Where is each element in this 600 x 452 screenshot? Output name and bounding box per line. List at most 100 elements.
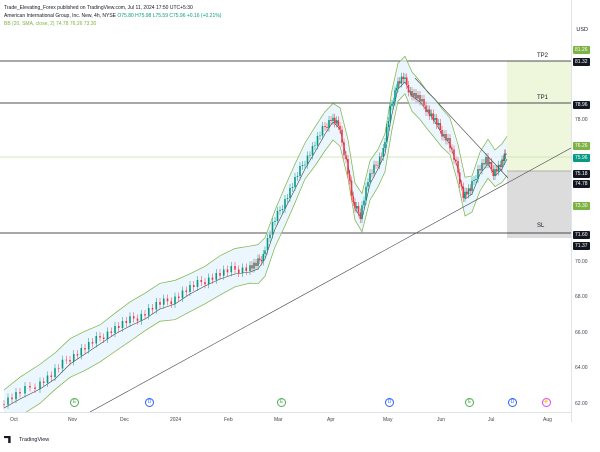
time-axis[interactable]: Oct Nov Dec 2024 Feb Mar Apr May Jun Jul Aug	[0, 412, 571, 429]
time-axis-label: Oct	[10, 417, 18, 423]
candle	[437, 123, 440, 125]
candle	[253, 262, 255, 269]
candle	[341, 129, 343, 143]
candle	[487, 157, 489, 164]
candle	[42, 381, 45, 383]
candle	[204, 282, 206, 285]
candle	[462, 186, 465, 198]
candle	[319, 135, 321, 137]
candle	[185, 290, 188, 292]
candle	[363, 200, 365, 206]
candle	[237, 269, 240, 273]
candle	[304, 164, 306, 166]
price-tag: 71.37	[573, 242, 590, 250]
candle	[296, 176, 299, 177]
candle	[419, 95, 421, 102]
candle	[465, 191, 468, 195]
price-tag: 75.96	[573, 154, 590, 162]
candle	[65, 359, 68, 361]
candle	[343, 142, 345, 156]
event-marker-icon[interactable]: E	[277, 398, 286, 407]
candle	[174, 296, 176, 304]
candle	[301, 165, 304, 166]
candle	[425, 105, 427, 112]
candle	[421, 99, 423, 102]
candle	[502, 159, 505, 161]
candle	[189, 285, 191, 292]
candle	[432, 113, 435, 120]
bb-indicator-line[interactable]: BB (20, SMA, close, 2) 74.78 76.26 73.30	[4, 20, 221, 28]
time-axis-label: Jul	[488, 417, 495, 423]
candle	[495, 169, 498, 172]
candle	[485, 157, 487, 165]
price-tag: 74.78	[573, 180, 590, 188]
bb-lower-value: 73.30	[83, 21, 97, 27]
candle	[467, 188, 470, 195]
event-marker-icon[interactable]: D	[385, 398, 394, 407]
candle	[427, 109, 429, 112]
candle	[407, 85, 410, 93]
candle	[445, 134, 447, 141]
candle	[398, 81, 401, 84]
candle	[439, 123, 442, 130]
candle	[391, 103, 393, 106]
candle	[455, 159, 457, 161]
stop-zone[interactable]	[507, 171, 571, 238]
time-axis-label: Mar	[274, 417, 283, 423]
price-axis-label: 78.00	[575, 116, 588, 123]
candle	[61, 359, 64, 369]
candle	[106, 331, 109, 339]
price-axis-label: 66.00	[575, 329, 588, 336]
event-marker-icon[interactable]: D	[508, 398, 517, 407]
time-axis-label: Jun	[437, 417, 446, 423]
candle	[144, 314, 146, 316]
candle	[328, 120, 330, 128]
candle	[19, 392, 21, 394]
target-zone[interactable]	[507, 61, 571, 171]
candle	[230, 266, 233, 273]
price-tag: 76.26	[573, 142, 590, 150]
brand-name: TradingView	[19, 436, 50, 443]
candle	[411, 91, 413, 97]
candle	[91, 342, 94, 344]
candle	[125, 321, 128, 323]
candle	[289, 188, 291, 198]
candle	[241, 267, 244, 273]
trendline-resistance	[414, 77, 509, 179]
candle	[475, 179, 477, 180]
candle	[404, 77, 406, 79]
bb-basis-value: 74.78	[55, 21, 69, 27]
bb-upper-band	[3, 55, 508, 391]
event-marker-icon[interactable]: D	[145, 398, 154, 407]
event-marker-icon[interactable]: ⚡	[542, 398, 551, 407]
candle	[257, 258, 259, 266]
candle	[39, 381, 41, 389]
tp2-label: TP2	[537, 53, 549, 59]
price-axis[interactable]: 78.00 70.00 68.00 66.00 64.00 62.00 81.26 81.3…	[571, 0, 600, 422]
candle	[375, 164, 377, 166]
candle	[449, 138, 451, 149]
price-tag: 75.18	[573, 170, 590, 178]
candle	[415, 93, 417, 99]
candle	[347, 159, 349, 175]
candle	[102, 337, 105, 339]
candle	[333, 117, 336, 124]
currency-label[interactable]: USD	[576, 27, 588, 33]
symbol-line: American International Group, Inc. New, …	[4, 12, 221, 20]
candle	[57, 368, 60, 369]
candle	[299, 166, 301, 176]
candle	[251, 265, 253, 269]
candle	[397, 81, 399, 88]
candle	[477, 169, 479, 179]
candle	[365, 186, 367, 201]
price-chart[interactable]	[0, 0, 571, 412]
candle	[11, 397, 13, 400]
candle	[355, 206, 358, 209]
candle	[192, 285, 195, 287]
candle	[345, 155, 347, 159]
time-axis-label: Dec	[120, 417, 129, 423]
candle	[159, 302, 161, 305]
symbol-name[interactable]: American International Group, Inc. New, …	[4, 13, 116, 19]
event-marker-icon[interactable]: E	[70, 398, 79, 407]
event-marker-icon[interactable]: E	[465, 398, 474, 407]
